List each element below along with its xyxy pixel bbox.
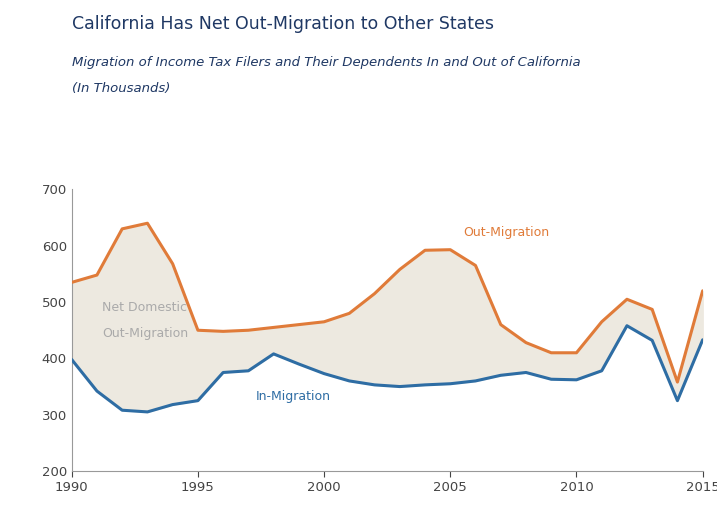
Text: (In Thousands): (In Thousands) (72, 82, 170, 95)
Text: California Has Net Out-Migration to Other States: California Has Net Out-Migration to Othe… (72, 15, 494, 33)
Text: Out-Migration: Out-Migration (102, 327, 188, 340)
Text: Net Domestic: Net Domestic (102, 302, 187, 314)
Text: Migration of Income Tax Filers and Their Dependents In and Out of California: Migration of Income Tax Filers and Their… (72, 56, 580, 69)
Text: In-Migration: In-Migration (256, 390, 331, 403)
Text: Out-Migration: Out-Migration (463, 226, 549, 239)
